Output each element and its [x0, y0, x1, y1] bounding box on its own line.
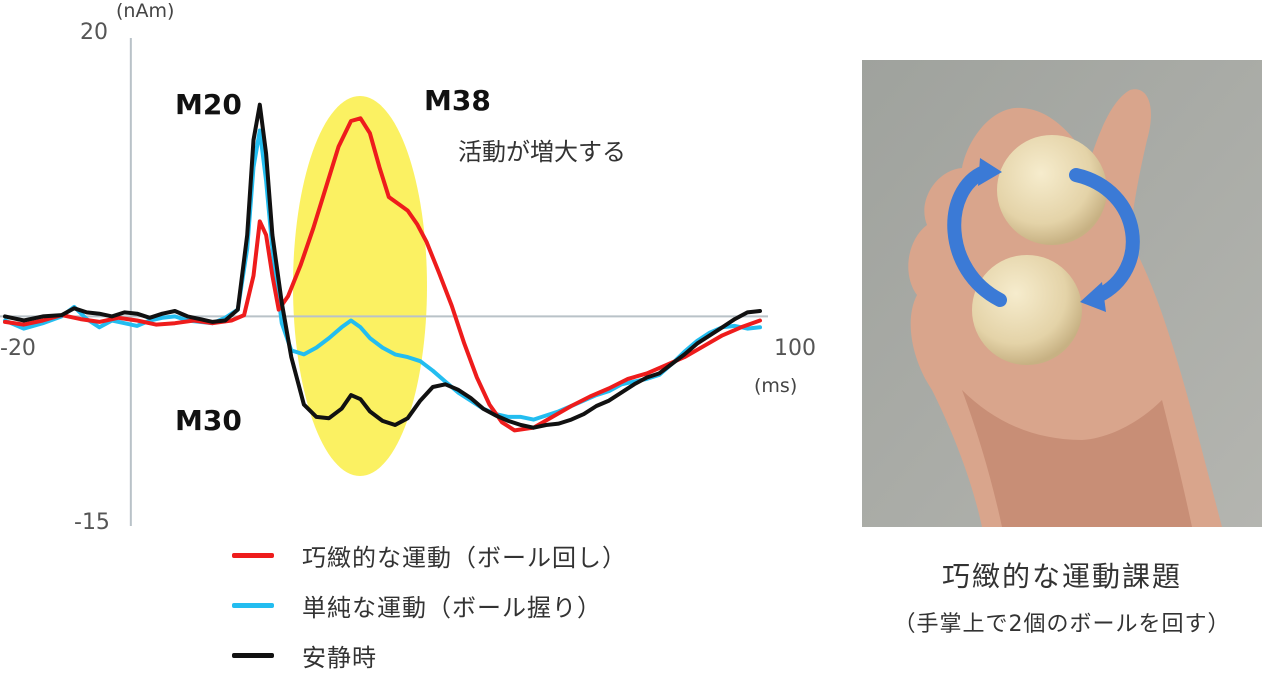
legend-swatch-cyan	[232, 602, 274, 608]
left-rotation-arrow-icon	[947, 165, 1007, 307]
peak-label-m30: M30	[175, 404, 242, 437]
x-unit-label: (ms)	[754, 375, 797, 397]
highlight-note: 活動が増大する	[458, 138, 626, 166]
right-arrowhead-icon	[1080, 282, 1106, 312]
left-arrowhead-icon	[978, 158, 1002, 186]
legend-item-simple: 単純な運動（ボール握り）	[232, 580, 627, 630]
series-line-simple	[3, 128, 762, 422]
legend-label-simple: 単純な運動（ボール握り）	[302, 593, 602, 622]
legend-label-dexterous: 巧緻的な運動（ボール回し）	[302, 543, 627, 572]
x-tick-right: 100	[774, 336, 816, 361]
hand-with-balls-photo	[862, 60, 1262, 527]
upper-ball-icon	[997, 135, 1107, 245]
y-unit-label: (nAm)	[116, 0, 174, 22]
right-rotation-arrow-icon	[1069, 168, 1140, 303]
y-tick-bottom: -15	[74, 510, 110, 535]
photo-caption-subtitle: （手掌上で2個のボールを回す）	[893, 612, 1231, 637]
lower-ball-icon	[972, 255, 1082, 365]
y-tick-top: 20	[80, 20, 108, 45]
legend-swatch-red	[232, 552, 274, 558]
photo-caption-title: 巧緻的な運動課題	[941, 560, 1182, 593]
hand-shadow-icon	[962, 390, 1192, 527]
legend-label-rest: 安静時	[302, 643, 377, 672]
chart-legend: 巧緻的な運動（ボール回し） 単純な運動（ボール握り） 安静時	[232, 530, 627, 680]
peak-label-m20: M20	[175, 88, 242, 121]
meg-waveform-chart: 20 (nAm) -15 -20 100 (ms) M20 M30 M38 活動…	[0, 0, 816, 535]
legend-item-dexterous: 巧緻的な運動（ボール回し）	[232, 530, 627, 580]
peak-label-m38: M38	[424, 84, 491, 117]
series-line-rest	[3, 102, 762, 430]
x-tick-left: -20	[0, 336, 36, 361]
series-line-dexterous	[3, 116, 762, 433]
legend-item-rest: 安静時	[232, 630, 627, 680]
legend-swatch-black	[232, 652, 274, 658]
